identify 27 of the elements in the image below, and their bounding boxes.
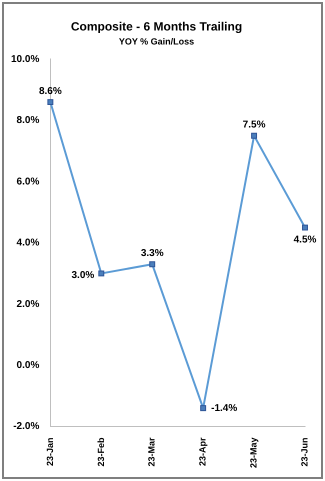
data-label: 3.3% xyxy=(140,248,164,260)
x-tick-label: 23-May xyxy=(248,437,259,468)
data-label: 3.0% xyxy=(71,270,94,282)
point xyxy=(149,261,156,268)
point xyxy=(47,99,54,106)
y-tick-label: 10.0% xyxy=(10,54,40,65)
point xyxy=(98,270,104,276)
y-tick-label: 6.0% xyxy=(16,176,40,188)
x-tick-label: 23-Mar xyxy=(146,436,157,466)
chart-title: Composite - 6 Months Trailing xyxy=(70,20,242,34)
y-tick-label: 8.0% xyxy=(16,115,40,126)
data-label: -1.4% xyxy=(211,402,238,414)
x-tick-label: 23-Jan xyxy=(44,437,55,466)
x-tick-label: 23-Feb xyxy=(96,436,106,466)
y-tick-label: -2.0% xyxy=(13,421,40,432)
y-tick-label: 2.0% xyxy=(16,298,40,310)
data-label: 8.6% xyxy=(38,86,62,97)
data-label: 4.5% xyxy=(294,234,317,246)
y-tick-label: 4.0% xyxy=(16,238,40,249)
y-tick-label: 0.0% xyxy=(16,360,40,372)
point xyxy=(251,132,258,139)
point xyxy=(200,405,206,412)
chart-subtitle: YOY % Gain/Loss xyxy=(118,36,194,46)
point xyxy=(302,224,308,231)
x-tick-label: 23-Apr xyxy=(198,436,208,466)
x-tick-label: 23-Jun xyxy=(299,437,310,466)
data-label: 7.5% xyxy=(242,119,266,130)
